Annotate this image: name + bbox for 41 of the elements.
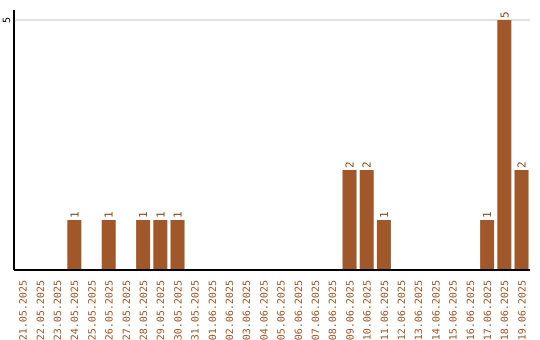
x-tick-label: 22.05.2025 bbox=[36, 280, 47, 340]
x-tick-label: 31.05.2025 bbox=[190, 280, 202, 340]
x-tick-label: 05.06.2025 bbox=[276, 280, 288, 340]
x-tick-label: 18.06.2025 bbox=[500, 280, 512, 340]
x-tick-label: 13.06.2025 bbox=[414, 280, 426, 340]
x-tick-label: 03.06.2025 bbox=[242, 280, 254, 340]
data-label: 2 bbox=[360, 161, 374, 168]
x-tick-label: 30.05.2025 bbox=[173, 280, 184, 340]
x-tick-label: 11.06.2025 bbox=[380, 280, 391, 340]
x-tick-label: 29.05.2025 bbox=[156, 280, 168, 340]
x-tick-label: 02.06.2025 bbox=[225, 280, 236, 340]
x-tick-label: 27.05.2025 bbox=[122, 280, 133, 340]
x-tick-label: 04.06.2025 bbox=[259, 280, 270, 340]
x-tick-label: 01.06.2025 bbox=[208, 280, 219, 340]
x-tick-label: 23.05.2025 bbox=[53, 280, 64, 340]
data-label: 1 bbox=[378, 211, 391, 218]
data-label: 5 bbox=[498, 11, 512, 18]
data-label: 1 bbox=[172, 211, 185, 218]
data-label: 2 bbox=[344, 161, 357, 168]
x-tick-label: 09.06.2025 bbox=[345, 280, 356, 340]
x-tick-label: 28.05.2025 bbox=[139, 280, 150, 340]
data-label: 1 bbox=[102, 211, 116, 218]
x-tick-label: 14.06.2025 bbox=[431, 280, 442, 340]
data-label: 2 bbox=[516, 161, 529, 168]
x-tick-label: 07.06.2025 bbox=[311, 280, 322, 340]
x-tick-label: 06.06.2025 bbox=[294, 280, 305, 340]
x-tick-label: 21.05.2025 bbox=[18, 280, 30, 340]
x-tick-label: 24.05.2025 bbox=[70, 280, 82, 340]
x-tick-label: 16.06.2025 bbox=[466, 280, 477, 340]
x-tick-label: 25.05.2025 bbox=[87, 280, 98, 340]
data-label: 1 bbox=[137, 211, 150, 218]
x-tick-label: 12.06.2025 bbox=[397, 280, 408, 340]
data-label: 1 bbox=[68, 211, 82, 218]
x-tick-label: 19.06.2025 bbox=[517, 280, 528, 340]
data-label: 1 bbox=[154, 211, 168, 218]
x-tick-label: 17.06.2025 bbox=[483, 280, 494, 340]
x-tick-label: 15.06.2025 bbox=[448, 280, 460, 340]
x-tick-label: 10.06.2025 bbox=[362, 280, 374, 340]
x-tick-label: 26.05.2025 bbox=[104, 280, 116, 340]
data-label: 1 bbox=[481, 211, 494, 218]
x-tick-label: 08.06.2025 bbox=[328, 280, 340, 340]
